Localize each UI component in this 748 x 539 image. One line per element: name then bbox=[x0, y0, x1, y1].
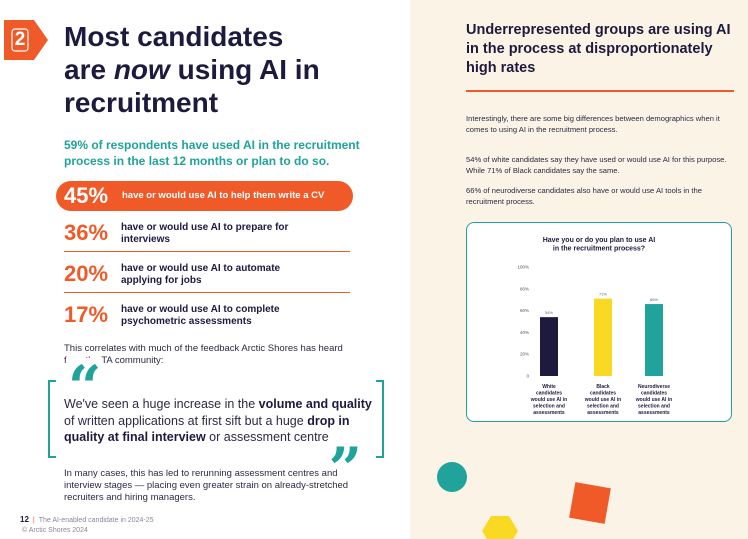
right-title: Underrepresented groups are using AI in … bbox=[466, 22, 731, 76]
category-label-line: selection and bbox=[533, 404, 565, 410]
y-tick-label: 20% bbox=[520, 352, 529, 357]
quote-box: “ We've seen a huge increase in the volu… bbox=[48, 358, 384, 498]
category-label-line: candidates bbox=[536, 391, 562, 397]
y-tick-label: 60% bbox=[520, 308, 529, 313]
bar-chart: Have you or do you plan to use AI in the … bbox=[517, 237, 672, 416]
category-label-line: candidates bbox=[590, 391, 616, 397]
page-number: 12 bbox=[20, 515, 29, 524]
right-paragraph: Interestingly, there are some big differ… bbox=[466, 114, 720, 134]
decorative-circle bbox=[437, 462, 467, 492]
quote-text: We've seen a huge increase in the volume… bbox=[64, 396, 374, 446]
right-paragraph: 66% of neurodiverse candidates also have… bbox=[466, 186, 702, 206]
stat-percent: 17% bbox=[64, 302, 109, 327]
stat-percent: 36% bbox=[64, 220, 109, 245]
right-paragraph: 54% of white candidates say they have us… bbox=[466, 155, 727, 175]
category-label-line: selection and bbox=[587, 404, 619, 410]
category-label-line: assessments bbox=[638, 410, 670, 416]
quote-bracket-left bbox=[48, 380, 56, 458]
stat-text: have or would use AI to help them write … bbox=[122, 190, 325, 201]
stat-text: have or would use AI to prepare for inte… bbox=[121, 222, 289, 245]
quote-bracket-right bbox=[376, 380, 384, 458]
quote-part: of written applications at first sift bu… bbox=[64, 413, 308, 428]
page-footer: 12 | The AI-enabled candidate in 2024-25 ©… bbox=[20, 515, 154, 536]
y-tick-label: 80% bbox=[520, 286, 529, 291]
title-rule bbox=[466, 90, 734, 92]
footer-copyright: © Arctic Shores 2024 bbox=[22, 527, 88, 534]
footer-separator: | bbox=[32, 517, 35, 524]
stat-text: have or would use AI to automate applyin… bbox=[121, 263, 281, 286]
bar bbox=[645, 304, 663, 376]
section-number: 2 bbox=[14, 29, 26, 50]
category-label-line: Neurodiverse bbox=[638, 384, 670, 390]
category-label-line: selection and bbox=[638, 404, 670, 410]
stat-highlight: 45% have or would use AI to help them wr… bbox=[56, 181, 353, 211]
category-label-line: would use AI in bbox=[584, 397, 621, 403]
title-line-3: recruitment bbox=[64, 87, 219, 118]
footer-doc-title: The AI-enabled candidate in 2024-25 bbox=[38, 517, 154, 524]
stat-divider bbox=[64, 251, 350, 252]
y-tick-label: 100% bbox=[517, 265, 529, 270]
open-quote-icon: “ bbox=[66, 353, 104, 421]
title-emphasis: now bbox=[113, 54, 170, 85]
chart-title-line: in the recruitment process? bbox=[553, 246, 645, 253]
category-label-line: assessments bbox=[533, 410, 565, 416]
decorative-square bbox=[569, 482, 611, 524]
bar bbox=[594, 298, 612, 376]
left-page: 2 Most candidates are now using AI in re… bbox=[4, 20, 394, 536]
stat-row: 20% have or would use AI to automate app… bbox=[64, 259, 350, 293]
bar-value-label: 54% bbox=[545, 310, 553, 315]
stat-percent: 20% bbox=[64, 261, 109, 286]
title-post: using AI in bbox=[169, 54, 320, 85]
y-tick-label: 0 bbox=[526, 374, 529, 379]
title-line-1: Most candidates bbox=[64, 21, 284, 52]
quote-part: or assessment centre bbox=[205, 430, 329, 444]
quote-bold: drop in quality at final interview bbox=[64, 413, 350, 445]
chart-title-line: Have you or do you plan to use AI bbox=[543, 237, 656, 244]
category-label-line: assessments bbox=[587, 410, 619, 416]
quote-bold: volume and quality bbox=[258, 397, 372, 411]
stat-percent: 45% bbox=[64, 183, 109, 208]
after-quote-text: In many cases, this has led to rerunning… bbox=[64, 468, 349, 503]
page-title: Most candidates are now using AI in recr… bbox=[64, 20, 394, 119]
decorative-hexagon bbox=[482, 516, 518, 539]
intro-text: 59% of respondents have used AI in the r… bbox=[64, 138, 360, 168]
category-label-line: candidates bbox=[641, 391, 667, 397]
stat-row: 36% have or would use AI to prepare for … bbox=[64, 218, 350, 252]
correlation-text: This correlates with much of the feedbac… bbox=[64, 343, 343, 366]
quote-part: We've seen a huge increase in the bbox=[64, 397, 259, 411]
right-page: Underrepresented groups are using AI in … bbox=[410, 0, 748, 539]
stat-row: 17% have or would use AI to complete psy… bbox=[64, 300, 350, 334]
bar-value-label: 66% bbox=[650, 297, 658, 302]
title-line-2: are now using AI in bbox=[64, 53, 394, 86]
category-label-line: Black bbox=[596, 384, 610, 390]
category-label-line: would use AI in bbox=[635, 397, 672, 403]
bar-value-label: 71% bbox=[599, 292, 607, 297]
category-label-line: would use AI in bbox=[530, 397, 567, 403]
category-label-line: White bbox=[542, 384, 556, 390]
y-tick-label: 40% bbox=[520, 330, 529, 335]
chart-card: Have you or do you plan to use AI in the … bbox=[466, 222, 732, 422]
bar bbox=[540, 317, 558, 376]
stat-text: have or would use AI to complete psychom… bbox=[121, 304, 280, 327]
close-quote-icon: ” bbox=[326, 435, 364, 503]
section-number-badge: 2 bbox=[4, 20, 48, 60]
title-pre: are bbox=[64, 54, 114, 85]
stat-divider bbox=[64, 292, 350, 293]
